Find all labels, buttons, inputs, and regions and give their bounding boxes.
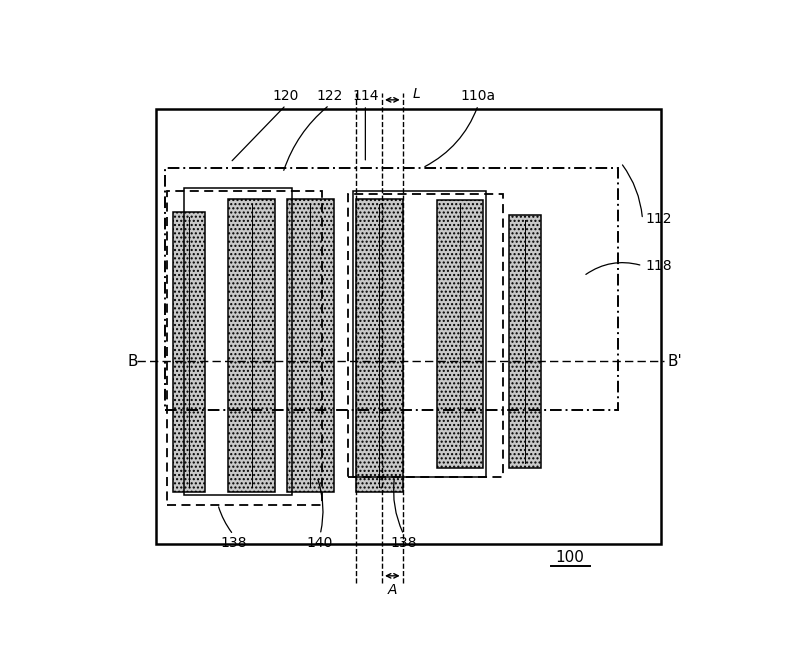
Bar bbox=[165, 168, 618, 410]
Bar bbox=[287, 199, 334, 492]
Bar bbox=[167, 191, 322, 505]
Text: A: A bbox=[387, 583, 397, 597]
Bar bbox=[437, 200, 483, 468]
Bar bbox=[510, 215, 542, 468]
Text: 118: 118 bbox=[646, 259, 672, 273]
Bar bbox=[228, 199, 275, 492]
Bar bbox=[184, 189, 292, 495]
Bar bbox=[353, 191, 486, 477]
Text: 100: 100 bbox=[556, 549, 585, 565]
Text: 138: 138 bbox=[390, 536, 417, 550]
Text: 140: 140 bbox=[307, 536, 334, 550]
Bar bbox=[173, 211, 206, 492]
Bar bbox=[348, 193, 503, 477]
Text: 112: 112 bbox=[646, 212, 672, 226]
Text: B: B bbox=[128, 353, 138, 369]
Text: 110a: 110a bbox=[461, 90, 496, 104]
Text: 122: 122 bbox=[316, 90, 342, 104]
Bar bbox=[356, 199, 402, 492]
Text: L: L bbox=[412, 87, 420, 101]
Text: 138: 138 bbox=[220, 536, 246, 550]
Text: 114: 114 bbox=[352, 90, 378, 104]
Bar bbox=[156, 108, 661, 544]
Text: 120: 120 bbox=[273, 90, 299, 104]
Text: B': B' bbox=[667, 353, 682, 369]
